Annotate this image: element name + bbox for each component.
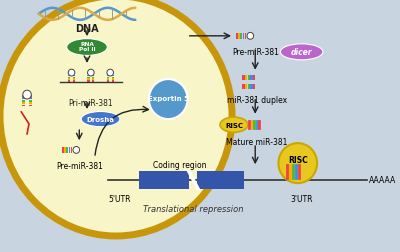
Bar [68,74,70,75]
Bar [236,34,238,40]
Bar [64,147,66,153]
Text: RNA
Pol II: RNA Pol II [79,42,95,52]
Bar [29,96,32,98]
Bar [87,79,90,81]
Text: Exportin 5: Exportin 5 [148,96,189,102]
Bar [197,171,244,189]
Bar [73,75,75,77]
Bar [242,76,245,81]
Ellipse shape [280,45,323,61]
Bar [68,77,70,79]
Bar [73,81,75,82]
Text: Pre-miR-381: Pre-miR-381 [56,161,103,170]
Bar [68,81,70,82]
Bar [22,96,25,98]
Bar [22,98,25,100]
Bar [240,34,242,40]
Text: Pre-miR-381: Pre-miR-381 [232,48,279,57]
Bar [253,76,256,81]
Bar [22,100,25,102]
Ellipse shape [81,112,120,127]
Bar [112,74,114,75]
Bar [73,77,75,79]
Bar [253,84,256,89]
Bar [66,147,68,153]
Bar [250,76,253,81]
Bar [245,34,246,40]
Bar [87,77,90,79]
Bar [245,76,248,81]
Text: DNA: DNA [75,23,99,34]
Bar [92,81,94,82]
Bar [242,34,244,40]
Bar [248,84,250,89]
Bar [22,105,25,107]
Text: AAAAA: AAAAA [369,176,396,185]
Bar [106,77,109,79]
Text: Pri-miR-381: Pri-miR-381 [68,99,113,107]
Bar [106,79,109,81]
Bar [112,77,114,79]
Ellipse shape [67,40,107,56]
Text: Mature miR-381: Mature miR-381 [226,137,288,146]
Bar [87,81,90,82]
Bar [71,147,72,153]
Text: Coding region: Coding region [153,160,206,169]
Bar [62,147,64,153]
Bar [112,79,114,81]
Circle shape [107,70,114,77]
Text: miR-381 duplex: miR-381 duplex [227,96,287,105]
Ellipse shape [0,0,232,236]
Text: 5'UTR: 5'UTR [109,194,131,203]
Bar [92,79,94,81]
Bar [29,105,32,107]
Circle shape [88,70,94,77]
Circle shape [278,144,317,183]
Bar [22,103,25,105]
Bar [139,171,190,189]
Bar [92,75,94,77]
Circle shape [23,91,31,100]
Bar [238,34,240,40]
Bar [68,75,70,77]
Bar [106,81,109,82]
Ellipse shape [220,118,248,133]
Bar [242,84,245,89]
Circle shape [149,80,188,120]
Bar [112,75,114,77]
Text: Drosha: Drosha [87,117,114,123]
Bar [87,74,90,75]
Bar [73,79,75,81]
Bar [92,74,94,75]
Circle shape [68,70,75,77]
Bar [68,79,70,81]
Bar [250,84,253,89]
Circle shape [73,147,80,154]
Bar [106,75,109,77]
Bar [106,74,109,75]
Bar [68,147,70,153]
Circle shape [247,33,254,40]
Text: RISC: RISC [225,122,243,128]
Bar [245,84,248,89]
Bar [29,100,32,102]
Bar [29,98,32,100]
Bar [29,103,32,105]
Bar [248,76,250,81]
Bar [87,75,90,77]
Text: Translational repression: Translational repression [143,204,244,213]
Text: dicer: dicer [291,48,312,57]
Bar [92,77,94,79]
Bar [112,81,114,82]
Bar [73,74,75,75]
Text: RISC: RISC [288,155,308,164]
Text: 3'UTR: 3'UTR [290,194,313,203]
